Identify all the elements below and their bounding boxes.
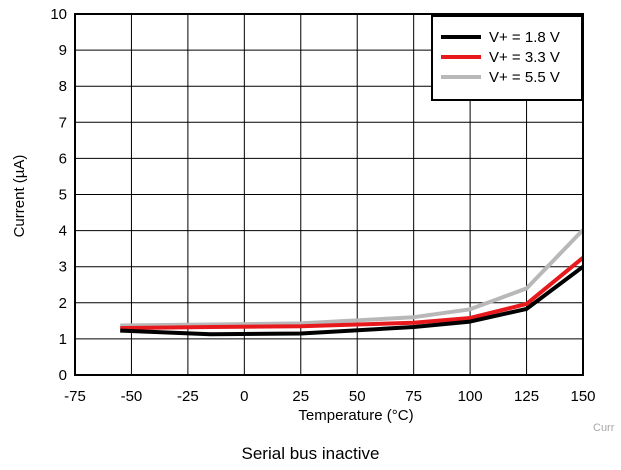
x-tick-label: -50 [121,388,143,405]
y-tick-label: 8 [59,78,67,95]
x-axis-title: Temperature (°C) [298,407,413,424]
legend-label: V+ = 5.5 V [489,69,560,86]
x-tick-label: 150 [570,388,595,405]
y-tick-label: 6 [59,150,67,167]
y-tick-label: 2 [59,295,67,312]
y-tick-label: 7 [59,114,67,131]
y-tick-label: 3 [59,259,67,276]
x-tick-label: 75 [405,388,422,405]
y-tick-label: 0 [59,367,67,384]
plot-frame [74,13,584,376]
y-axis-title: Current (µA) [11,155,28,238]
legend: V+ = 1.8 V V+ = 3.3 V V+ = 5.5 V [431,15,583,101]
x-tick-label: -25 [177,388,199,405]
series-line-v-5-5-v [120,228,585,328]
y-tick-label: 5 [59,187,67,204]
series-line-v-3-3-v [120,256,585,331]
x-tick-label: 0 [240,388,248,405]
x-tick-label: -75 [64,388,86,405]
x-tick-label: 125 [514,388,539,405]
watermark-text: Curr [593,422,615,434]
y-tick-label: 1 [59,331,67,348]
y-tick-label: 9 [59,42,67,59]
legend-label: V+ = 1.8 V [489,29,560,46]
y-tick-label: 10 [50,6,67,23]
y-tick-label: 4 [59,223,67,240]
series-line-v-1-8-v [120,265,585,337]
legend-label: V+ = 3.3 V [489,49,560,66]
chart-caption: Serial bus inactive [241,444,380,463]
x-tick-label: 100 [458,388,483,405]
x-tick-label: 50 [349,388,366,405]
x-tick-labels: -75 -50 -25 0 25 50 75 100 125 150 [64,388,595,405]
series-lines [120,228,585,337]
y-tick-labels: 0 1 2 3 4 5 6 7 8 9 10 [50,6,67,384]
x-tick-label: 25 [292,388,309,405]
